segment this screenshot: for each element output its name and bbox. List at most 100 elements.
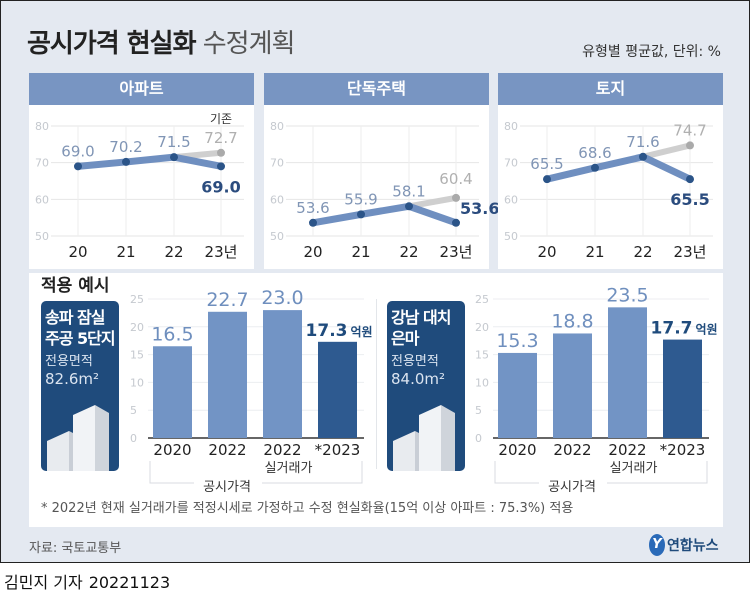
bar <box>263 310 302 438</box>
x-tick-label: 20 <box>68 243 87 261</box>
existing-point <box>686 141 694 150</box>
y-tick-label: 70 <box>35 157 49 170</box>
section-title: 적용 예시 <box>41 276 110 296</box>
logo-icon: Y <box>649 534 665 556</box>
bar <box>208 311 247 438</box>
bar-value-label: 18.8 <box>551 310 593 332</box>
footnote: * 2022년 현재 실거래가를 적정시세로 가정하고 수정 현실화율(15억 … <box>41 501 574 516</box>
complex-name: 송파 잠실 <box>45 308 105 327</box>
line-chart: 50 60 70 80 20 21 22 23년 65.5 68.6 71.6 65.5 74.7 <box>504 120 713 261</box>
x-tick-label: *2023 <box>315 441 361 459</box>
existing-data-label: 74.7 <box>673 121 706 139</box>
y-tick-label: 70 <box>270 157 284 170</box>
data-label: 70.2 <box>109 138 142 156</box>
bar <box>153 346 192 438</box>
y-tick-label: 80 <box>504 120 518 133</box>
y-tick-label: 15 <box>475 349 489 362</box>
x-tick-label: 2022 <box>553 441 591 459</box>
data-point <box>309 218 317 227</box>
title-light: 수정계획 <box>202 29 296 59</box>
y-tick-label: 5 <box>475 404 482 417</box>
building-icon <box>393 405 455 471</box>
bar-value-label: 17.7 <box>651 319 693 339</box>
x-tick-label: 22 <box>164 243 183 261</box>
area-label: 전용면적 <box>391 354 439 369</box>
area-value: 84.0m² <box>391 370 446 388</box>
title-bold: 공시가격 현실화 <box>27 29 196 59</box>
revised-line <box>74 153 225 170</box>
unit-note: 유형별 평균값, 단위: % <box>582 44 721 60</box>
y-tick-label: 0 <box>130 432 137 445</box>
revised-line <box>309 202 460 227</box>
bar <box>608 307 647 438</box>
data-point <box>405 202 413 211</box>
bar-value-label: 16.5 <box>151 323 193 345</box>
y-tick-label: 50 <box>35 230 49 243</box>
y-tick-label: 60 <box>35 193 49 206</box>
x-tick-label: 2022 <box>208 441 246 459</box>
x-tick-label: 20 <box>537 243 556 261</box>
panel-title: 토지 <box>498 73 723 105</box>
data-point <box>74 162 82 171</box>
x-tick-label: 23년 <box>674 243 707 261</box>
y-tick-label: 60 <box>270 193 284 206</box>
bar <box>318 341 357 438</box>
y-tick-label: 10 <box>475 376 489 389</box>
bar-chart-jamsil: 0 5 10 15 20 25 16.5 2020 22.7 2022 23.0 2022 17.3 억원… <box>130 287 373 495</box>
building-icon <box>47 405 109 471</box>
y-tick-label: 20 <box>130 321 144 334</box>
unit-label: 억원 <box>696 323 718 337</box>
existing-data-label: 72.7 <box>204 129 237 147</box>
revised-line <box>543 153 694 183</box>
y-tick-label: 0 <box>475 432 482 445</box>
source: 자료: 국토교통부 <box>29 541 122 556</box>
sub-label: 실거래가 <box>610 461 658 476</box>
bracket-gap <box>194 476 262 492</box>
data-label: 69.0 <box>61 142 94 160</box>
data-label: 58.1 <box>392 182 425 200</box>
data-point <box>639 152 647 161</box>
yonhap-logo: Y 연합뉴스 <box>649 534 719 556</box>
building-front <box>47 431 69 471</box>
unit-label: 억원 <box>351 325 373 339</box>
bar <box>498 352 537 438</box>
y-tick-label: 80 <box>270 120 284 133</box>
building-front <box>393 431 415 471</box>
bar-value-label: 17.3 <box>306 321 348 341</box>
data-label: 53.6 <box>460 199 499 218</box>
data-label: 65.5 <box>670 190 709 209</box>
x-tick-label: 21 <box>351 243 370 261</box>
data-point <box>686 175 694 184</box>
building-side <box>95 405 109 471</box>
x-tick-label: 20 <box>303 243 322 261</box>
complex-name: 강남 대치 <box>391 308 451 327</box>
x-tick-label: 21 <box>116 243 135 261</box>
data-label: 55.9 <box>344 190 377 208</box>
y-tick-label: 10 <box>130 376 144 389</box>
example-card-eunma: 강남 대치 은마 전용면적 84.0m² <box>387 301 465 471</box>
data-point <box>543 175 551 184</box>
line-chart: 50 60 70 80 20 21 22 23년 53.6 55.9 58.1 53.6 60.4 <box>270 120 499 261</box>
y-tick-label: 20 <box>475 321 489 334</box>
x-tick-label: 23년 <box>440 243 473 261</box>
data-label: 68.6 <box>578 144 611 162</box>
page-title: 공시가격 현실화 수정계획 <box>27 23 296 60</box>
data-point <box>452 218 460 227</box>
existing-point <box>452 193 460 202</box>
x-tick-label: *2023 <box>660 441 706 459</box>
bar <box>663 339 702 438</box>
data-point <box>217 162 225 171</box>
building-front <box>73 405 95 471</box>
data-label: 69.0 <box>201 177 240 196</box>
reporter: 김민지 기자 <box>4 573 83 592</box>
building-front <box>419 405 441 471</box>
line-panel-land: 토지 50 60 70 80 20 21 22 23년 65.5 68.6 71.6 65.5 74.7 <box>498 73 723 269</box>
x-tick-label: 23년 <box>205 243 238 261</box>
y-tick-label: 60 <box>504 193 518 206</box>
y-tick-label: 50 <box>270 230 284 243</box>
line-chart: 50 60 70 80 20 21 22 23년 69.0 70.2 71.5 69.0 72.7 기존 <box>35 112 244 261</box>
existing-line <box>406 194 459 210</box>
bar-value-label: 15.3 <box>496 330 538 352</box>
area-label: 전용면적 <box>45 354 93 369</box>
existing-legend-label: 기존 <box>210 112 232 126</box>
